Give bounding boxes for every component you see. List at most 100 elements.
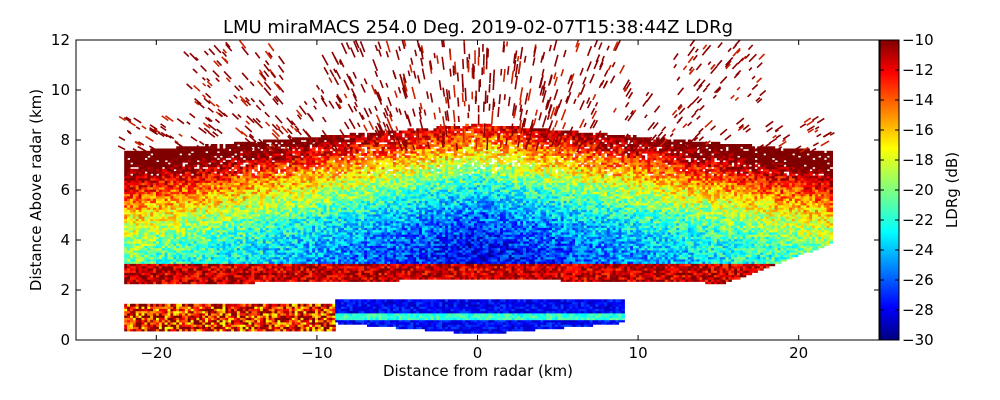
echo-cell bbox=[184, 258, 189, 262]
echo-cell bbox=[158, 249, 163, 253]
echo-cell bbox=[158, 240, 163, 244]
echo-cell bbox=[141, 308, 145, 312]
echo-cell bbox=[150, 274, 154, 278]
echo-cell bbox=[199, 308, 203, 312]
echo-cell bbox=[124, 238, 128, 242]
echo-cell bbox=[179, 274, 183, 278]
echo-cell bbox=[150, 189, 154, 192]
echo-cell bbox=[156, 155, 160, 159]
echo-cell bbox=[150, 159, 154, 163]
echo-cell bbox=[138, 240, 143, 244]
echo-cell bbox=[179, 263, 183, 267]
echo-cell bbox=[196, 155, 200, 159]
echo-cell bbox=[182, 159, 186, 163]
echo-cell bbox=[141, 281, 145, 285]
echo-cell bbox=[147, 175, 151, 179]
echo-cell bbox=[141, 326, 145, 330]
echo-cell bbox=[156, 315, 160, 318]
echo-cell bbox=[193, 177, 198, 181]
echo-cell bbox=[202, 240, 206, 244]
echo-cell bbox=[205, 258, 209, 262]
echo-cell bbox=[182, 195, 186, 199]
echo-cell bbox=[176, 159, 180, 163]
echo-cell bbox=[144, 254, 148, 258]
echo-cell bbox=[184, 274, 189, 278]
echo-cell bbox=[182, 308, 186, 312]
echo-cell bbox=[150, 254, 154, 258]
echo-cell bbox=[144, 328, 148, 332]
echo-cell bbox=[179, 191, 183, 195]
echo-cell bbox=[184, 303, 189, 307]
echo-cell bbox=[138, 310, 143, 314]
echo-cell bbox=[182, 157, 186, 161]
echo-cell bbox=[176, 319, 180, 323]
echo-cell bbox=[164, 249, 169, 253]
echo-cell bbox=[138, 175, 143, 179]
echo-cell bbox=[138, 252, 143, 255]
echo-cell bbox=[193, 321, 198, 325]
echo-cell bbox=[124, 276, 128, 280]
echo-cell bbox=[144, 243, 148, 246]
echo-cell bbox=[141, 240, 145, 244]
echo-cell bbox=[124, 234, 128, 237]
echo-cell bbox=[182, 202, 186, 206]
echo-cell bbox=[182, 222, 186, 226]
echo-cell bbox=[179, 166, 183, 170]
echo-cell bbox=[179, 207, 183, 210]
echo-cell bbox=[182, 272, 186, 276]
echo-cell bbox=[147, 157, 151, 161]
echo-cell bbox=[202, 245, 206, 249]
echo-cell bbox=[202, 171, 206, 174]
echo-cell bbox=[193, 243, 198, 246]
echo-cell bbox=[156, 225, 160, 228]
echo-cell bbox=[176, 245, 180, 249]
echo-cell bbox=[124, 328, 128, 332]
echo-cell bbox=[138, 218, 143, 222]
echo-cell bbox=[184, 168, 189, 172]
echo-cell bbox=[153, 272, 157, 276]
echo-cell bbox=[193, 276, 198, 280]
echo-cell bbox=[196, 218, 200, 222]
echo-cell bbox=[179, 200, 183, 204]
echo-cell bbox=[153, 157, 157, 161]
echo-cell bbox=[167, 306, 171, 309]
echo-cell bbox=[158, 317, 163, 321]
echo-cell bbox=[190, 200, 195, 204]
echo-cell bbox=[202, 321, 206, 325]
echo-cell bbox=[156, 200, 160, 204]
echo-cell bbox=[150, 252, 154, 255]
echo-cell bbox=[124, 218, 128, 222]
echo-cell bbox=[147, 281, 151, 285]
echo-cell bbox=[153, 168, 157, 172]
echo-cell bbox=[144, 184, 148, 188]
echo-cell bbox=[127, 310, 131, 314]
echo-cell bbox=[190, 281, 195, 285]
echo-cell bbox=[205, 164, 209, 168]
echo-cell bbox=[130, 310, 134, 314]
echo-cell bbox=[167, 270, 171, 273]
echo-cell bbox=[141, 243, 145, 246]
echo-cell bbox=[202, 155, 206, 159]
echo-cell bbox=[156, 303, 160, 307]
echo-cell bbox=[176, 164, 180, 168]
echo-cell bbox=[193, 306, 198, 309]
echo-cell bbox=[158, 182, 163, 186]
echo-cell bbox=[173, 249, 177, 253]
echo-cell bbox=[167, 303, 171, 307]
echo-cell bbox=[173, 220, 177, 224]
echo-cell bbox=[184, 328, 189, 332]
echo-cell bbox=[130, 159, 134, 163]
echo-cell bbox=[161, 175, 166, 179]
echo-cell bbox=[182, 180, 186, 183]
echo-cell bbox=[193, 234, 198, 237]
echo-cell bbox=[141, 238, 145, 242]
echo-cell bbox=[158, 211, 163, 215]
echo-cell bbox=[173, 153, 177, 156]
echo-cell bbox=[153, 276, 157, 280]
echo-cell bbox=[132, 211, 137, 215]
echo-cell bbox=[135, 155, 140, 159]
echo-cell bbox=[161, 180, 166, 183]
echo-cell bbox=[193, 173, 198, 177]
echo-cell bbox=[127, 171, 131, 174]
echo-cell bbox=[167, 317, 171, 321]
